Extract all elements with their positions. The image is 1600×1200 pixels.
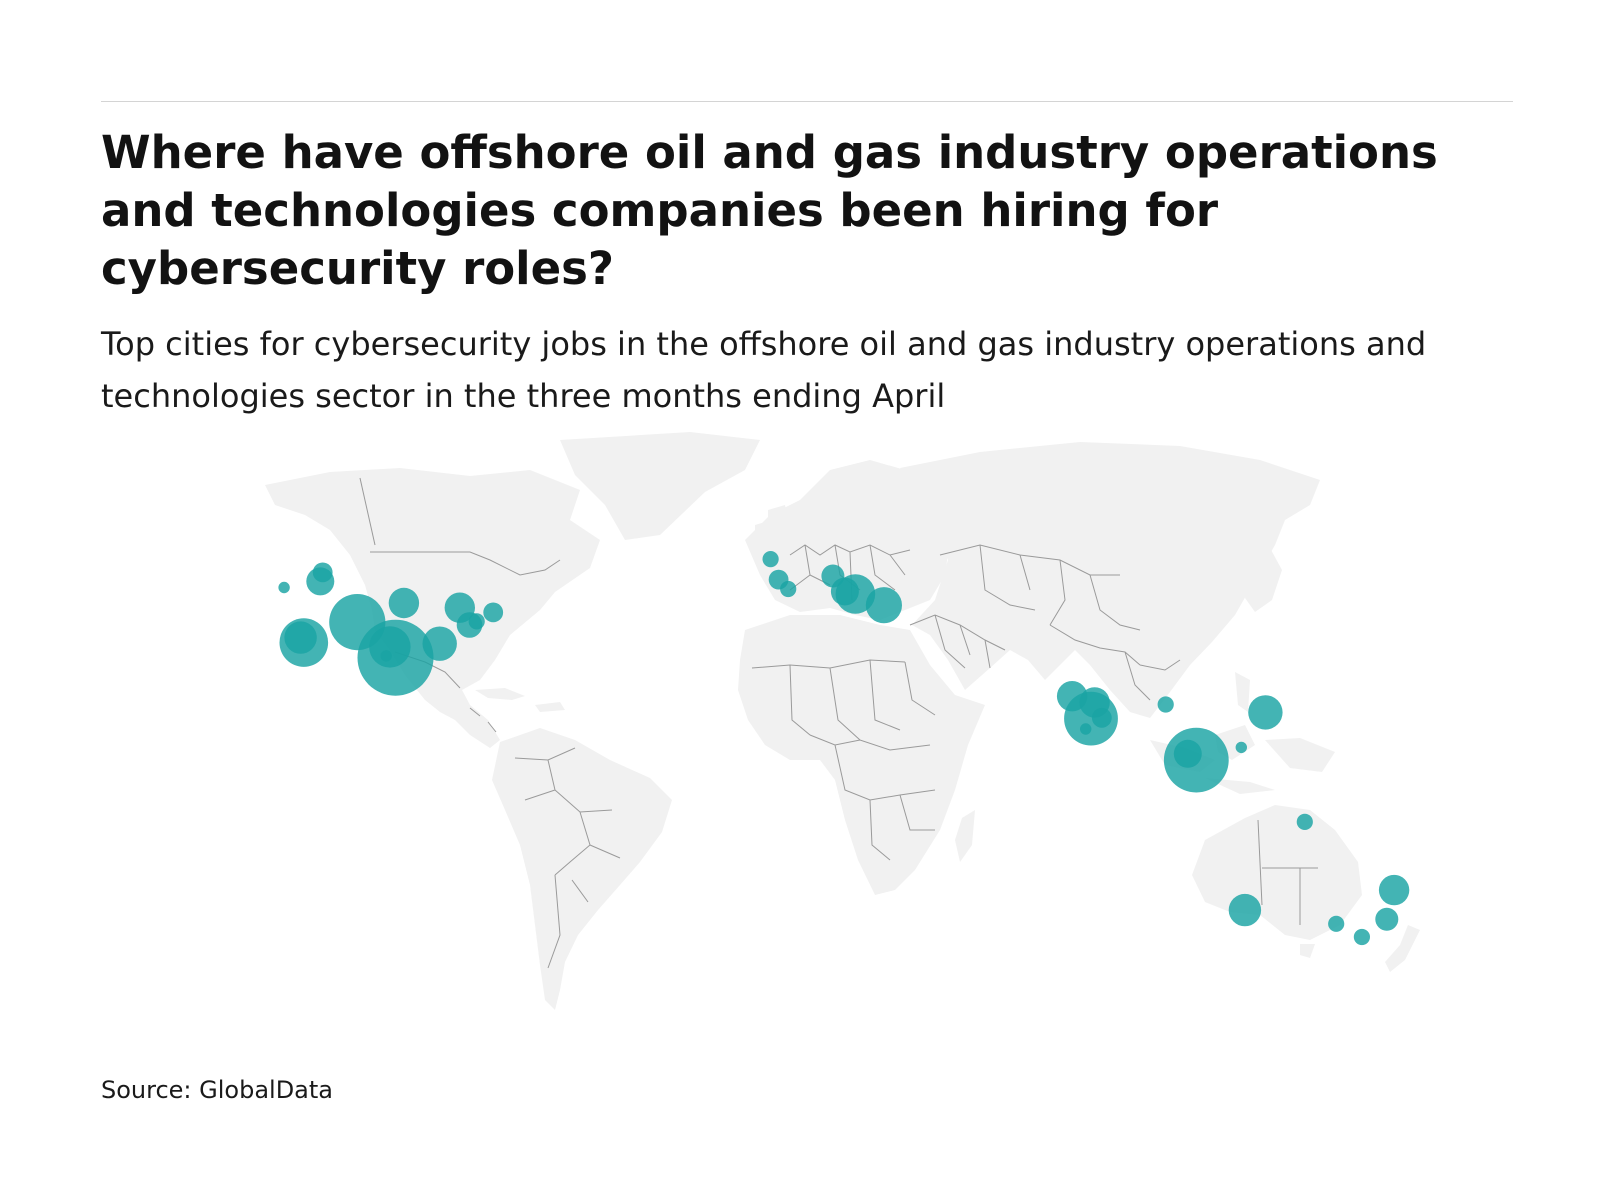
city-bubble[interactable] — [369, 626, 411, 668]
border-us-canada — [370, 551, 561, 576]
landmass-europe — [745, 460, 950, 620]
landmass-tasmania — [1300, 944, 1315, 958]
landmass-north-america — [265, 468, 600, 748]
city-bubble[interactable] — [780, 580, 797, 598]
borders-africa — [751, 659, 936, 861]
city-bubble[interactable] — [1353, 928, 1370, 946]
city-bubble[interactable] — [1378, 874, 1410, 906]
city-bubble[interactable] — [1091, 707, 1112, 728]
city-bubble[interactable] — [1157, 696, 1174, 713]
top-divider — [101, 101, 1513, 102]
borders-central-asia — [939, 544, 1141, 631]
city-bubble[interactable] — [468, 613, 485, 630]
city-bubble[interactable] — [278, 581, 290, 594]
city-bubble[interactable] — [312, 562, 333, 583]
landmass-madagascar — [955, 810, 975, 862]
source-note: Source: GlobalData — [101, 1076, 334, 1104]
borders-middle-east — [909, 614, 1006, 669]
city-bubble[interactable] — [1235, 741, 1248, 754]
borders-south-america — [514, 747, 621, 969]
border-central-america — [469, 707, 497, 733]
city-bubble[interactable] — [1328, 915, 1345, 932]
landmass-japan — [1245, 548, 1282, 612]
city-bubble[interactable] — [1228, 893, 1262, 927]
city-bubble[interactable] — [1173, 739, 1202, 768]
landmass-caribbean — [475, 688, 565, 712]
landmass-africa — [738, 615, 985, 895]
city-bubble[interactable] — [1080, 723, 1092, 735]
landmass-british-isles — [755, 505, 790, 548]
border-layer — [359, 477, 1318, 969]
city-bubble[interactable] — [1296, 813, 1313, 831]
city-bubble[interactable] — [483, 602, 504, 623]
city-bubble[interactable] — [388, 587, 420, 619]
city-bubble[interactable] — [865, 587, 903, 624]
city-bubble[interactable] — [380, 650, 392, 662]
landmass-greenland — [560, 432, 760, 540]
borders-china-india — [1049, 624, 1181, 701]
world-bubble-map — [265, 432, 1420, 1010]
bubble-layer — [278, 551, 1410, 946]
city-bubble[interactable] — [821, 564, 845, 588]
border-alaska — [359, 477, 376, 546]
city-bubble[interactable] — [762, 551, 779, 568]
city-bubble[interactable] — [284, 621, 317, 654]
page-subtitle: Top cities for cybersecurity jobs in the… — [101, 325, 1427, 415]
landmass-south-america — [492, 728, 672, 1010]
city-bubble[interactable] — [1248, 695, 1283, 730]
borders-australia — [1257, 819, 1318, 925]
landmass-new-zealand — [1385, 925, 1420, 972]
city-bubble[interactable] — [422, 626, 457, 661]
city-bubble[interactable] — [329, 594, 386, 651]
landmass-asia — [900, 442, 1320, 718]
page-title: Where have offshore oil and gas industry… — [101, 126, 1438, 295]
land-layer — [265, 432, 1420, 1010]
city-bubble[interactable] — [1375, 907, 1399, 931]
